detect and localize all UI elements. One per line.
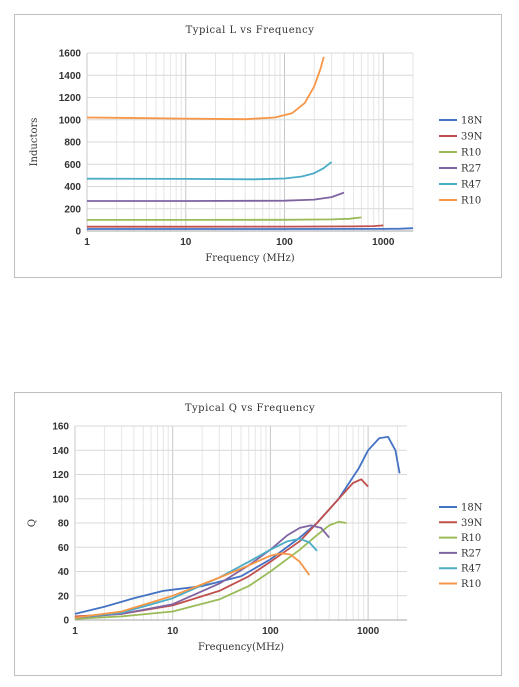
- chart-q-legend-label: R10: [461, 579, 481, 590]
- chart-q-frame: Typical Q vs Frequency 0 20 40 60 80 100 120 140…: [14, 392, 502, 676]
- chart-q-series-line-18n-0: [74, 436, 401, 615]
- chart-q-svg: Typical Q vs Frequency 0 20 40 60 80 100 120 140…: [27, 403, 483, 653]
- chart-l-legend-label: 18N: [461, 116, 483, 127]
- chart-q-xtick-label: 1: [72, 626, 78, 637]
- chart-q-ytick-label: 40: [58, 567, 70, 578]
- chart-q-legend-label: R27: [461, 548, 481, 559]
- chart-q-legend-label: 39N: [461, 518, 483, 529]
- chart-l-title: Typical L vs Frequency: [186, 25, 315, 36]
- chart-q-legend-label: 18N: [461, 503, 483, 514]
- chart-l-frame: Typical L vs Frequency 0 200 400 600 800 1000 1…: [14, 14, 502, 278]
- chart-q-xtick-label: 100: [262, 626, 279, 637]
- chart-q-xlabel: Frequency(MHz): [198, 642, 284, 653]
- chart-q-ytick-label: 100: [52, 494, 69, 505]
- chart-l-ytick-label: 600: [64, 160, 81, 171]
- chart-l-series-line-r10-5: [86, 56, 325, 121]
- chart-l-legend-label: R47: [461, 180, 481, 191]
- chart-q-xtick-label: 1000: [357, 626, 380, 637]
- chart-l-legend-label: R10: [461, 148, 481, 159]
- chart-l-xtick-label: 1000: [372, 237, 395, 248]
- chart-q-series-line-r10-2: [74, 520, 347, 620]
- chart-l-series-line-r27-3: [87, 191, 345, 202]
- chart-l-xtick-label: 1: [84, 237, 90, 248]
- chart-l-ylabel: Inductors: [29, 118, 40, 167]
- chart-q-ytick-label: 160: [52, 422, 69, 433]
- chart-l-series-line-39n-1: [87, 224, 384, 228]
- chart-q-ytick-label: 20: [58, 591, 70, 602]
- chart-l-series-line-r10-2: [87, 216, 362, 221]
- chart-l-ytick-label: 1400: [59, 71, 82, 82]
- chart-q-legend-label: R47: [461, 564, 481, 575]
- chart-l-ytick-label: 1000: [59, 115, 82, 126]
- chart-l-legend-label: 39N: [461, 132, 483, 143]
- chart-l-ytick-label: 0: [75, 227, 81, 238]
- chart-l-xtick-label: 100: [276, 237, 293, 248]
- chart-l-xtick-label: 10: [180, 237, 192, 248]
- chart-q-legend-label: R10: [461, 533, 481, 544]
- chart-l-ytick-label: 1200: [59, 93, 82, 104]
- chart-q-ytick-label: 0: [63, 616, 69, 627]
- chart-q-series-line-39n-1: [74, 478, 369, 618]
- chart-q-ytick-label: 80: [58, 519, 70, 530]
- chart-q-title: Typical Q vs Frequency: [185, 403, 315, 414]
- chart-q-ylabel: Q: [27, 519, 38, 527]
- chart-l-series-line-r47-4: [86, 161, 333, 181]
- chart-q-series-line-r10-5: [74, 552, 311, 619]
- chart-l-ytick-label: 800: [64, 138, 81, 149]
- chart-l-svg: Typical L vs Frequency 0 200 400 600 800 1000 1…: [29, 25, 483, 264]
- chart-l-ytick-label: 1600: [59, 49, 82, 60]
- chart-l-ytick-label: 400: [64, 182, 81, 193]
- chart-q-ytick-label: 60: [58, 543, 70, 554]
- chart-l-xlabel: Frequency (MHz): [205, 253, 294, 264]
- chart-q-ytick-label: 120: [52, 470, 69, 481]
- chart-q-series-line-r47-4: [74, 537, 318, 619]
- chart-l-series-line-18n-0: [87, 227, 414, 230]
- chart-q-ytick-label: 140: [52, 446, 69, 457]
- chart-q-xtick-label: 10: [167, 626, 179, 637]
- chart-l-legend-label: R10: [461, 196, 481, 207]
- chart-l-legend-label: R27: [461, 164, 481, 175]
- chart-l-ytick-label: 200: [64, 204, 81, 215]
